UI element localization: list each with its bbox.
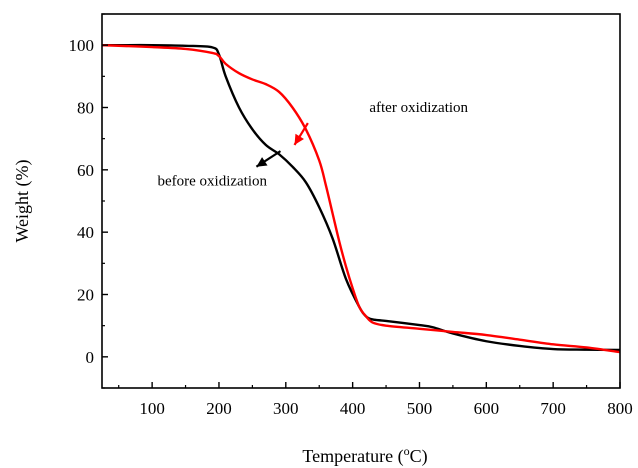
y-tick-label: 60 [77, 161, 94, 180]
y-axis: 0 20 40 60 80 100 [69, 13, 108, 389]
x-tick-label: 700 [540, 399, 566, 418]
x-tick-label: 100 [139, 399, 165, 418]
x-axis-title: Temperature (oC) [302, 444, 427, 467]
x-tick-label: 300 [273, 399, 299, 418]
x-tick-label: 200 [206, 399, 232, 418]
x-tick-label: 500 [407, 399, 433, 418]
y-tick-label: 20 [77, 286, 94, 305]
series-line-after [101, 43, 621, 354]
y-tick-label: 100 [69, 36, 95, 55]
plot-frame [101, 13, 621, 389]
annotation-arrowhead-after [294, 133, 304, 145]
x-axis-title-unit: C) [410, 446, 428, 467]
annotation-arrowhead-before [256, 157, 268, 167]
x-tick-label: 800 [607, 399, 633, 418]
x-tick-label: 600 [474, 399, 500, 418]
plot-area [101, 43, 621, 354]
x-axis-title-degree: o [404, 444, 410, 458]
x-axis: 100 200 300 400 500 600 700 800 [118, 382, 633, 418]
y-tick-label: 0 [86, 348, 95, 367]
series-line-before [101, 43, 621, 352]
annotation-label-before: before oxidization [157, 173, 267, 189]
annotation-label-after: after oxidization [369, 100, 468, 116]
y-axis-title: Weight (%) [12, 159, 33, 242]
x-tick-label: 400 [340, 399, 366, 418]
x-axis-title-main: Temperature ( [302, 446, 403, 467]
annotations: after oxidization before oxidization [157, 100, 468, 189]
y-tick-label: 40 [77, 223, 94, 242]
y-tick-label: 80 [77, 99, 94, 118]
